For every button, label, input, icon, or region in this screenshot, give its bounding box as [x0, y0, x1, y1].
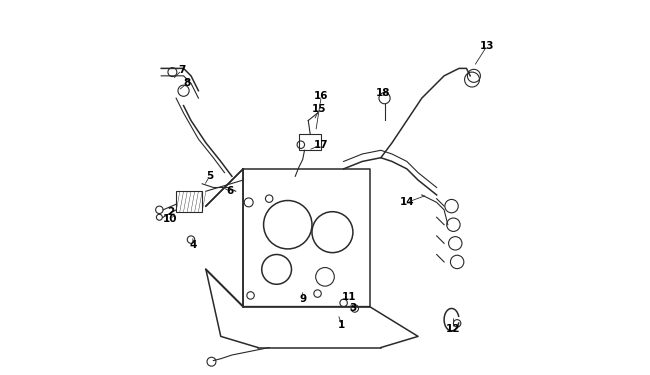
Text: 4: 4	[189, 240, 196, 250]
Text: 11: 11	[342, 292, 356, 302]
Text: 12: 12	[446, 324, 461, 334]
Text: 6: 6	[226, 186, 234, 196]
Text: 2: 2	[167, 207, 174, 217]
Text: 16: 16	[314, 91, 328, 101]
Text: 3: 3	[349, 303, 357, 313]
Text: 10: 10	[163, 214, 178, 224]
Text: 13: 13	[480, 41, 494, 51]
Text: 9: 9	[299, 294, 306, 304]
Text: 17: 17	[314, 140, 329, 150]
Text: 14: 14	[400, 197, 414, 207]
Text: 18: 18	[376, 88, 390, 98]
Text: 15: 15	[312, 104, 327, 114]
Text: 8: 8	[184, 78, 191, 88]
Text: 5: 5	[206, 171, 213, 182]
Text: 1: 1	[338, 320, 345, 330]
Text: 7: 7	[178, 65, 185, 75]
